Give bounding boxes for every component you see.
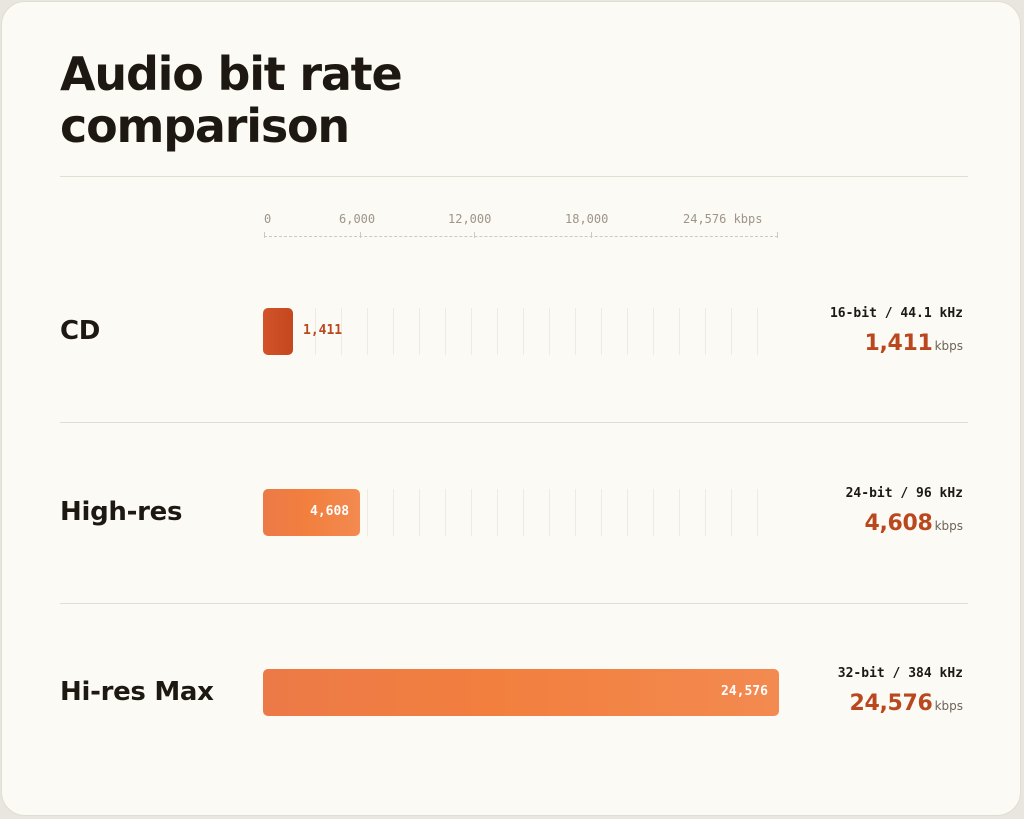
rate-hi-res-max: 24,576 kbps — [849, 691, 963, 716]
tick-label-0: 0 — [264, 212, 272, 226]
bar-track-cd: 1,411 — [263, 308, 779, 355]
spec-cd: 16-bit / 44.1 kHz — [829, 306, 963, 321]
row-label-hi-res-max: Hi-res Max — [60, 677, 214, 707]
rate-unit-hi-res-max: kbps — [934, 699, 963, 713]
rate-value-high-res: 4,608 — [864, 511, 933, 536]
gridline — [549, 308, 550, 355]
chart-title: Audio bit rate comparison — [60, 47, 403, 153]
gridline — [731, 308, 732, 355]
tick-mark-24576 — [777, 232, 778, 238]
gridline — [627, 308, 628, 355]
tick-mark-0 — [264, 232, 265, 238]
tick-label-12000: 12,000 — [448, 212, 492, 226]
gridline — [523, 489, 524, 536]
tick-label-24576: 24,576 kbps — [683, 212, 763, 226]
bar-track-high-res: 4,608 — [263, 489, 779, 536]
header-divider — [60, 176, 968, 177]
gridline — [705, 308, 706, 355]
gridline — [497, 308, 498, 355]
row-label-high-res: High-res — [60, 497, 183, 527]
gridline — [367, 489, 368, 536]
gridline — [653, 308, 654, 355]
gridline — [393, 308, 394, 355]
gridline — [679, 489, 680, 536]
bar-track-hi-res-max: 24,576 — [263, 669, 779, 716]
bar-label-cd: 1,411 — [303, 323, 343, 338]
gridline — [549, 489, 550, 536]
axis-line — [264, 236, 778, 237]
rate-cd: 1,411 kbps — [864, 331, 963, 356]
tick-mark-6000 — [360, 232, 361, 238]
rate-unit-cd: kbps — [934, 339, 963, 353]
gridline — [705, 489, 706, 536]
gridline — [523, 308, 524, 355]
bar-cd — [263, 308, 293, 355]
gridline — [315, 308, 316, 355]
gridline — [419, 308, 420, 355]
rate-unit-high-res: kbps — [934, 519, 963, 533]
gridline — [731, 489, 732, 536]
spec-high-res: 24-bit / 96 kHz — [845, 486, 963, 501]
gridline — [679, 308, 680, 355]
tick-mark-18000 — [591, 232, 592, 238]
bar-label-hi-res-max: 24,576 — [721, 684, 768, 699]
gridline — [367, 308, 368, 355]
gridline — [653, 489, 654, 536]
gridline — [471, 308, 472, 355]
bar-hi-res-max — [263, 669, 779, 716]
row-divider-1 — [60, 422, 968, 423]
bar-label-high-res: 4,608 — [310, 504, 350, 519]
x-axis: 0 6,000 12,000 18,000 24,576 kbps — [264, 207, 778, 247]
gridline — [757, 489, 758, 536]
gridline — [601, 489, 602, 536]
gridline — [341, 308, 342, 355]
gridline — [497, 489, 498, 536]
gridline — [393, 489, 394, 536]
tick-label-18000: 18,000 — [565, 212, 609, 226]
spec-hi-res-max: 32-bit / 384 kHz — [837, 666, 963, 681]
gridline — [575, 308, 576, 355]
gridline — [627, 489, 628, 536]
rate-high-res: 4,608 kbps — [864, 511, 963, 536]
row-label-cd: CD — [60, 316, 101, 346]
row-divider-2 — [60, 603, 968, 604]
gridline — [757, 308, 758, 355]
tick-label-6000: 6,000 — [339, 212, 376, 226]
bar-high-res — [263, 489, 360, 536]
tick-mark-12000 — [474, 232, 475, 238]
rate-value-cd: 1,411 — [864, 331, 933, 356]
gridline — [601, 308, 602, 355]
gridline — [419, 489, 420, 536]
gridline — [575, 489, 576, 536]
gridline — [471, 489, 472, 536]
rate-value-hi-res-max: 24,576 — [849, 691, 933, 716]
gridline — [445, 489, 446, 536]
gridline — [445, 308, 446, 355]
